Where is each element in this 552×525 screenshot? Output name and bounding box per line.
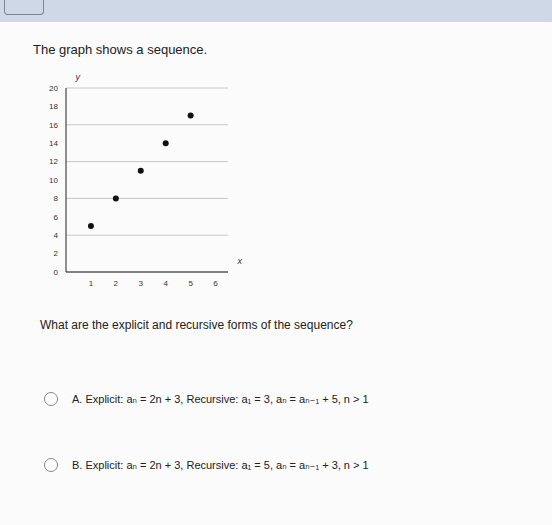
svg-text:16: 16 <box>49 121 58 130</box>
svg-text:4: 4 <box>54 231 59 240</box>
svg-text:0: 0 <box>54 268 59 277</box>
svg-text:6: 6 <box>213 279 218 288</box>
svg-text:2: 2 <box>114 279 119 288</box>
svg-text:10: 10 <box>49 176 58 185</box>
svg-text:6: 6 <box>54 213 59 222</box>
svg-text:20: 20 <box>49 84 58 93</box>
html-text:B. Explicit: aₙ = 2n + 3, Recu: B. Explicit: aₙ = 2n + 3, Recursive: a₁ … <box>72 458 369 471</box>
html-text:A. Explicit: aₙ = 2n + 3, Recu: A. Explicit: aₙ = 2n + 3, Recursive: a₁ … <box>72 392 369 405</box>
svg-text:x: x <box>237 256 243 266</box>
svg-text:14: 14 <box>49 139 58 148</box>
svg-text:y: y <box>75 72 81 82</box>
svg-text:18: 18 <box>49 102 58 111</box>
svg-text:12: 12 <box>49 157 58 166</box>
html-text:What are the explicit and recu: What are the explicit and recursive form… <box>40 318 353 332</box>
svg-text:1: 1 <box>89 279 94 288</box>
svg-text:2: 2 <box>54 249 59 258</box>
svg-text:4: 4 <box>163 279 168 288</box>
html-text:The graph shows a sequence.: The graph shows a sequence. <box>33 42 208 57</box>
svg-text:3: 3 <box>139 279 144 288</box>
svg-text:8: 8 <box>54 194 59 203</box>
svg-text:5: 5 <box>188 279 193 288</box>
